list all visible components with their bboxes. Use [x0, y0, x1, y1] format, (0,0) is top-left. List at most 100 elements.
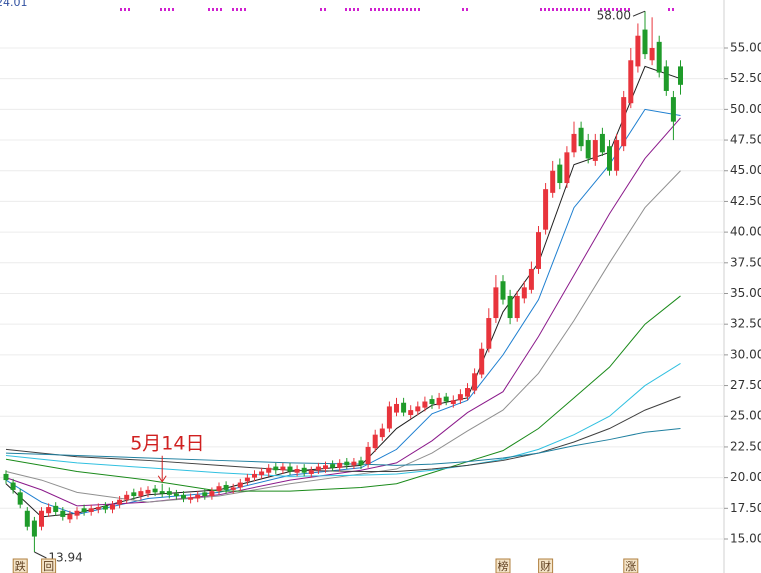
candle-body [145, 489, 151, 494]
candle-body [323, 465, 328, 470]
candle-body [74, 510, 80, 516]
candle-body [465, 388, 470, 397]
candle-body [209, 491, 215, 497]
candle-body [117, 499, 123, 505]
top-dot [414, 8, 416, 11]
top-dot [540, 8, 542, 11]
top-dot [564, 8, 566, 11]
marker-label: 跌 [15, 559, 26, 573]
candle-body [543, 189, 549, 230]
top-dot [240, 8, 242, 11]
candle-body [152, 488, 158, 493]
candle-body [344, 461, 350, 466]
top-dot [370, 8, 372, 11]
y-tick-label: 22.50 [730, 439, 761, 453]
corner-label: 24.01 [0, 0, 28, 9]
y-tick-label: 20.00 [730, 470, 761, 484]
candle-body [386, 406, 392, 429]
top-dot [345, 8, 347, 11]
candle-body [252, 473, 257, 478]
candle-body [500, 281, 506, 300]
candle-body [415, 406, 421, 412]
candle-body [81, 508, 87, 512]
candle-body [244, 477, 250, 482]
candle-body [173, 493, 179, 497]
candle-body [131, 492, 137, 497]
candle-body [223, 484, 229, 490]
y-tick-label: 15.00 [730, 531, 761, 545]
y-tick-label: 55.00 [730, 40, 761, 54]
top-dot [600, 8, 602, 11]
candle-body [635, 35, 641, 67]
y-tick-label: 40.00 [730, 225, 761, 239]
candle-body [46, 507, 52, 514]
top-dot [552, 8, 554, 11]
moving-average [5, 295, 681, 492]
candle-body [266, 467, 272, 473]
top-dot [386, 8, 388, 11]
candle-body [592, 140, 598, 161]
candle-body [578, 127, 584, 147]
candle-body [656, 41, 662, 73]
candle-body [493, 287, 499, 319]
candle-body [450, 400, 456, 404]
marker-box [538, 558, 554, 573]
top-dot [628, 8, 630, 11]
top-dot [576, 8, 578, 11]
top-dot [382, 8, 384, 11]
candle-body [181, 494, 186, 499]
y-tick-label: 50.00 [730, 102, 761, 116]
y-tick-label: 17.50 [730, 501, 761, 515]
candle-body [649, 47, 655, 61]
top-dot [588, 8, 590, 11]
candle-body [24, 510, 30, 527]
top-dot [544, 8, 546, 11]
candle-body [663, 66, 669, 91]
candle-body [138, 491, 144, 497]
candle-body [259, 471, 265, 476]
candle-body [31, 520, 37, 537]
top-dot [560, 8, 562, 11]
top-dot [236, 8, 238, 11]
marker-box [623, 558, 639, 573]
candle-body [394, 403, 399, 413]
candle-body [443, 396, 449, 402]
top-dot [612, 8, 614, 11]
candle-body [202, 492, 208, 497]
top-dot [164, 8, 166, 11]
candle-body [507, 295, 513, 319]
top-dot [374, 8, 376, 11]
candle-body [528, 268, 534, 290]
candle-body [301, 467, 307, 473]
top-dot [124, 8, 126, 11]
candle-body [670, 97, 676, 122]
candle-body [67, 514, 73, 520]
y-tick-label: 30.00 [730, 347, 761, 361]
candle-body [216, 486, 222, 492]
candle-body [294, 469, 300, 473]
top-dot [220, 8, 222, 11]
candle-body [102, 505, 108, 510]
candle-body [358, 460, 364, 466]
y-tick-label: 27.50 [730, 378, 761, 392]
top-dot [580, 8, 582, 11]
candle-body [408, 410, 414, 416]
candle-body [521, 287, 527, 299]
top-dot [349, 8, 351, 11]
candle-body [3, 473, 9, 481]
marker-label: 回 [43, 560, 54, 573]
top-dot [212, 8, 214, 11]
candle-body [678, 66, 683, 85]
annotation: 58.00 [597, 9, 631, 23]
candle-body [124, 494, 130, 500]
candle-body [230, 487, 236, 490]
y-tick-label: 37.50 [730, 255, 761, 269]
marker-label: 财 [540, 559, 551, 573]
candle-body [280, 466, 286, 471]
top-dot [608, 8, 610, 11]
top-dot [390, 8, 392, 11]
top-dot [604, 8, 606, 11]
candle-body [429, 399, 435, 404]
top-dot [406, 8, 408, 11]
marker-box [41, 558, 57, 573]
